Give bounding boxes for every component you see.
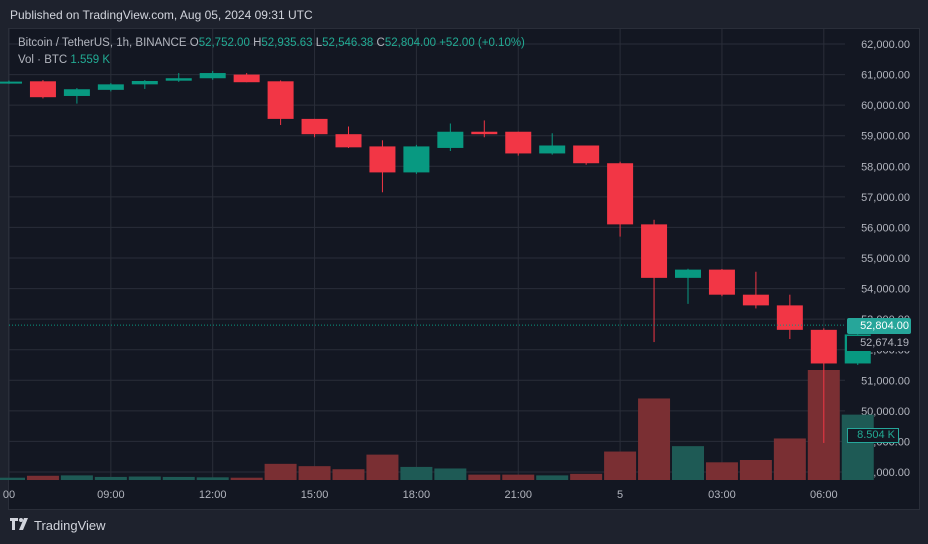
candle-body [131,80,158,85]
candle-body [97,84,124,90]
high-label: H [253,37,262,49]
candle-body [505,131,532,154]
x-tick-label: 12:00 [199,489,227,501]
volume-bar [230,477,263,480]
candle-body [63,89,90,96]
candle-body [301,118,328,135]
volume-bar [298,466,331,480]
volume-bar [638,398,671,480]
candle-body [539,145,566,154]
volume-bar [672,446,704,480]
volume-bar [705,462,738,480]
volume-bar [366,454,399,480]
volume-bar [739,460,772,480]
volume-bar [128,476,161,480]
volume-label[interactable]: Vol · BTC [18,54,68,66]
candle-body [233,74,260,83]
ohlc-row: Bitcoin / TetherUS, 1h, BINANCE O52,752.… [18,35,525,52]
candle-body [742,294,769,306]
tradingview-logo-icon [10,518,30,533]
x-tick-label: 18:00 [403,489,431,501]
y-tick-label: 51,000.00 [861,375,910,387]
close-label: C [376,37,385,49]
volume-bar [196,477,229,480]
candle-body [267,81,294,119]
y-tick-label: 61,000.00 [861,70,910,82]
x-tick-label: 03:00 [708,489,736,501]
volume-badge: 8.504 K [847,428,899,443]
volume-bar [773,438,806,480]
y-tick-label: 55,000.00 [861,253,910,265]
close-value: 52,804.00 [384,37,437,49]
x-tick-label: 00 [3,489,15,501]
volume-value: 1.559 K [70,54,111,66]
candle-body [335,134,362,148]
candle-body [641,224,668,278]
y-tick-label: 60,000.00 [861,100,910,112]
y-tick-label: 54,000.00 [861,284,910,296]
brand-name: TradingView [34,518,106,533]
candle-body [199,73,226,79]
high-value: 52,935.63 [261,37,313,49]
x-tick-label: 5 [617,489,623,501]
price-label-badge: 52,674.19 [847,336,911,351]
open-value: 52,752.00 [198,37,250,49]
y-tick-label: 58,000.00 [861,161,910,173]
candle-body [573,145,600,164]
candle-body [403,146,430,173]
candle-body [607,163,634,225]
chart-legend: Bitcoin / TetherUS, 1h, BINANCE O52,752.… [18,35,525,69]
candle-body [369,146,396,173]
low-value: 52,546.38 [322,37,374,49]
volume-bar [434,468,467,480]
volume-bar [60,475,93,480]
change-value: +52.00 (+0.10%) [439,37,525,49]
candle-body [708,269,735,295]
symbol-label[interactable]: Bitcoin / TetherUS, 1h, BINANCE [18,37,187,49]
volume-bar [0,477,25,480]
candle-body [437,131,464,148]
volume-bar [26,475,59,480]
chart-frame[interactable] [8,28,920,510]
candle-body [471,131,498,135]
volume-bar [841,414,874,480]
open-label: O [189,37,199,49]
volume-bar [604,451,637,480]
volume-bar [94,476,127,480]
volume-row: Vol · BTC 1.559 K [18,52,525,69]
y-tick-label: 59,000.00 [861,131,910,143]
candle-body [0,81,22,84]
candle-body [29,81,56,98]
x-tick-label: 15:00 [301,489,329,501]
y-tick-label: 62,000.00 [861,39,910,51]
volume-bar [536,475,569,480]
x-tick-label: 09:00 [97,489,125,501]
published-header: Published on TradingView.com, Aug 05, 20… [10,8,313,22]
low-label: L [315,37,323,49]
candle-body [675,269,701,278]
volume-bar [468,474,501,480]
last-price-badge: 52,804.00 [847,318,911,334]
volume-bar [264,463,297,480]
volume-bar [162,476,195,480]
x-tick-label: 06:00 [810,489,838,501]
volume-bar [400,466,433,480]
x-tick-label: 21:00 [504,489,532,501]
volume-bar [502,474,535,480]
y-tick-label: 56,000.00 [861,222,910,234]
candle-body [810,329,837,364]
candle-body [776,305,803,330]
tradingview-brand[interactable]: TradingView [10,518,106,533]
volume-bar [570,473,603,480]
y-tick-label: 57,000.00 [861,192,910,204]
candle-body [165,78,192,81]
volume-bar [332,469,365,480]
